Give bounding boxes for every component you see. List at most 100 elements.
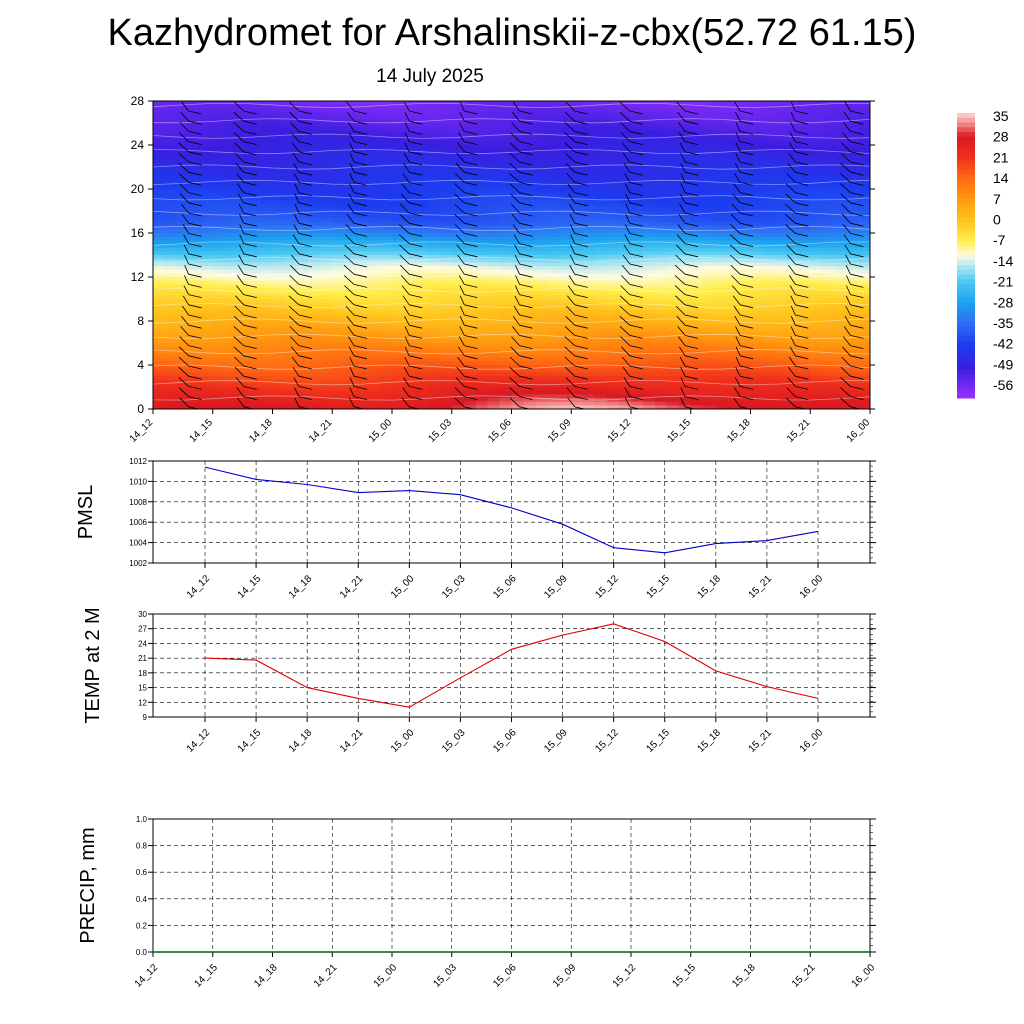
heatmap-cell [356, 101, 369, 106]
heatmap-cell [714, 368, 728, 373]
heatmap-cell [248, 368, 262, 373]
heatmap-cell [786, 152, 799, 157]
heatmap-cell [738, 207, 752, 212]
heatmap-cell [786, 346, 799, 351]
heatmap-cell [224, 387, 238, 392]
heatmap-cell [332, 211, 345, 216]
heatmap-cell [654, 251, 668, 256]
heatmap-cell [523, 115, 536, 120]
heatmap-cell [356, 266, 369, 271]
heatmap-cell [726, 104, 740, 109]
heatmap-cell [248, 167, 262, 172]
heatmap-cell [344, 313, 357, 318]
heatmap-cell [463, 306, 477, 311]
heatmap-cell [595, 148, 608, 153]
heatmap-cell [368, 181, 381, 186]
heatmap-cell [188, 343, 202, 348]
heatmap-cell [631, 299, 644, 304]
heatmap-cell [822, 269, 835, 274]
heatmap-cell [726, 112, 740, 117]
heatmap-cell [583, 192, 596, 197]
heatmap-cell [356, 104, 369, 109]
heatmap-cell [176, 101, 190, 106]
heatmap-cell [690, 284, 704, 289]
heatmap-cell [176, 365, 190, 370]
heatmap-cell [403, 126, 417, 131]
heatmap-cell [403, 277, 417, 282]
heatmap-cell [619, 361, 632, 366]
heatmap-cell [356, 361, 369, 366]
heatmap-cell [738, 134, 752, 139]
heatmap-cell [678, 346, 692, 351]
heatmap-cell [714, 405, 728, 409]
heatmap-cell [403, 244, 417, 249]
heatmap-cell [308, 104, 321, 109]
heatmap-cell [308, 181, 321, 186]
heatmap-cell [153, 222, 166, 227]
heatmap-cell [308, 390, 321, 395]
heatmap-cell [642, 163, 656, 168]
heatmap-cell [344, 159, 357, 164]
heatmap-cell [427, 332, 441, 337]
heatmap-cell [846, 126, 859, 131]
heatmap-cell [212, 376, 226, 381]
heatmap-cell [702, 361, 716, 366]
heatmap-cell [726, 317, 740, 322]
heatmap-cell [260, 247, 274, 252]
heatmap-cell [392, 258, 405, 263]
heatmap-cell [774, 280, 787, 285]
heatmap-cell [403, 280, 417, 285]
heatmap-cell [762, 101, 775, 106]
heatmap-cell [272, 368, 286, 373]
heatmap-cell [200, 262, 214, 267]
heatmap-cell [153, 299, 166, 304]
heatmap-cell [392, 368, 405, 373]
heatmap-cell [260, 225, 274, 230]
heatmap-cell [750, 390, 764, 395]
heatmap-cell [834, 189, 847, 194]
heatmap-cell [463, 112, 477, 117]
heatmap-cell [392, 343, 405, 348]
heatmap-cell [164, 159, 178, 164]
heatmap-cell [774, 376, 787, 381]
heatmap-cell [738, 372, 752, 377]
heatmap-cell [583, 126, 596, 131]
heatmap-cell [666, 104, 680, 109]
heatmap-cell [511, 255, 525, 260]
heatmap-cell [678, 247, 692, 252]
heatmap-cell [798, 211, 811, 216]
heatmap-cell [607, 244, 620, 249]
heatmap-cell [798, 185, 811, 190]
heatmap-cell [475, 126, 489, 131]
heatmap-cell [571, 152, 584, 157]
heatmap-cell [786, 181, 799, 186]
heatmap-cell [798, 108, 811, 113]
heatmap-cell [702, 306, 716, 311]
heatmap-cell [750, 379, 764, 384]
heatmap-cell [451, 236, 465, 241]
heatmap-cell [511, 244, 525, 249]
heatmap-cell [200, 405, 214, 409]
heatmap-cell [511, 313, 525, 318]
heatmap-cell [595, 244, 608, 249]
heatmap-cell [392, 159, 405, 164]
heatmap-cell [176, 229, 190, 234]
heatmap-cell [654, 372, 668, 377]
heatmap-cell [403, 222, 417, 227]
heatmap-cell [666, 115, 680, 120]
heatmap-cell [224, 233, 238, 238]
heatmap-cell [631, 321, 644, 326]
heatmap-cell [236, 152, 250, 157]
heatmap-cell [559, 401, 572, 406]
heatmap-cell [547, 258, 560, 263]
heatmap-cell [750, 251, 764, 256]
heatmap-cell [762, 203, 775, 208]
heatmap-cell [332, 394, 345, 399]
heatmap-cell [583, 251, 596, 256]
heatmap-cell [846, 233, 859, 238]
heatmap-cell [786, 302, 799, 307]
heatmap-cell [595, 291, 608, 296]
heatmap-cell [583, 258, 596, 263]
heatmap-cell [463, 123, 477, 128]
heatmap-cell [810, 346, 823, 351]
